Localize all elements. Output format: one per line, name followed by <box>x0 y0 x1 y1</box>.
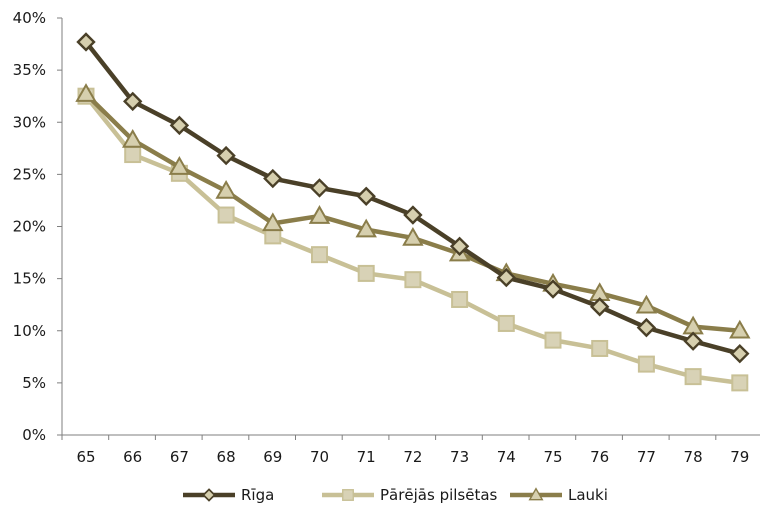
data-point-square <box>124 146 142 164</box>
legend-label: Lauki <box>568 486 608 504</box>
y-tick-label: 35% <box>13 61 46 79</box>
data-point-square <box>311 246 328 264</box>
data-point-diamond <box>169 115 190 136</box>
x-tick-label: 69 <box>263 448 282 466</box>
y-tick-label: 30% <box>13 113 46 131</box>
data-point-diamond <box>449 236 470 257</box>
legend-marker <box>342 489 354 501</box>
legend-item: Pārējās pilsētas <box>322 486 498 504</box>
legend-item: Rīga <box>183 486 274 504</box>
data-point-diamond <box>403 205 423 225</box>
data-point-square <box>217 206 235 224</box>
data-point-triangle <box>121 128 144 148</box>
y-tick-label: 25% <box>13 165 46 183</box>
data-point-square <box>404 271 422 289</box>
data-point-square <box>451 290 469 308</box>
data-point-diamond <box>309 178 330 198</box>
x-tick-label: 77 <box>637 448 656 466</box>
x-tick-label: 72 <box>403 448 422 466</box>
data-point-triangle <box>262 212 284 232</box>
data-point-triangle <box>355 218 377 238</box>
data-point-diamond <box>683 331 703 351</box>
x-tick-label: 79 <box>730 448 749 466</box>
series-0 <box>76 32 750 364</box>
y-tick-label: 10% <box>13 322 46 340</box>
axes: 0% 5% 10% 15% 20% 25% 30% 35% 40% 65 66 67 68 69 70 71 7… <box>13 9 760 466</box>
y-tick-label: 0% <box>22 426 46 444</box>
data-point-triangle <box>635 294 658 314</box>
data-point-triangle <box>308 205 331 224</box>
x-tick-label: 75 <box>543 448 562 466</box>
x-tick-label: 74 <box>497 448 516 466</box>
x-tick-label: 65 <box>76 448 95 466</box>
data-point-diamond <box>216 145 236 166</box>
x-tick-label: 68 <box>217 448 236 466</box>
x-tick-label: 78 <box>684 448 703 466</box>
legend-label: Rīga <box>241 486 274 504</box>
data-point-square <box>497 314 515 332</box>
y-tick-label: 40% <box>13 9 46 27</box>
legend: Rīga Pārējās pilsētas Lauki <box>183 486 608 504</box>
data-point-triangle <box>215 180 237 199</box>
data-point-triangle <box>729 319 751 339</box>
data-point-diamond <box>543 279 563 299</box>
data-point-square <box>637 355 655 373</box>
data-point-diamond <box>590 297 610 317</box>
x-tick-label: 66 <box>123 448 142 466</box>
data-point-diamond <box>356 186 376 206</box>
data-point-square <box>544 331 562 349</box>
y-tick-label: 20% <box>13 218 46 236</box>
series-1 <box>77 87 749 392</box>
x-tick-label: 67 <box>170 448 189 466</box>
data-point-triangle <box>168 156 191 175</box>
x-tick-label: 71 <box>357 448 376 466</box>
data-point-diamond <box>636 317 657 338</box>
legend-marker <box>202 488 216 502</box>
data-point-triangle <box>402 226 424 246</box>
data-point-diamond <box>123 91 143 112</box>
data-point-square <box>684 368 702 386</box>
legend-item: Lauki <box>510 486 608 504</box>
legend-label: Pārējās pilsētas <box>380 486 498 504</box>
data-point-diamond <box>263 168 283 189</box>
data-point-diamond <box>730 343 750 364</box>
data-point-diamond <box>76 32 96 52</box>
x-tick-label: 76 <box>590 448 609 466</box>
x-tick-label: 70 <box>310 448 329 466</box>
y-tick-label: 5% <box>22 374 46 392</box>
x-tick-label: 73 <box>450 448 469 466</box>
y-tick-label: 15% <box>13 270 46 288</box>
data-point-square <box>731 374 749 392</box>
legend-marker <box>528 487 544 501</box>
data-point-triangle <box>75 83 97 102</box>
data-point-diamond <box>496 267 516 288</box>
data-point-square <box>591 339 609 357</box>
data-point-square <box>357 264 375 282</box>
